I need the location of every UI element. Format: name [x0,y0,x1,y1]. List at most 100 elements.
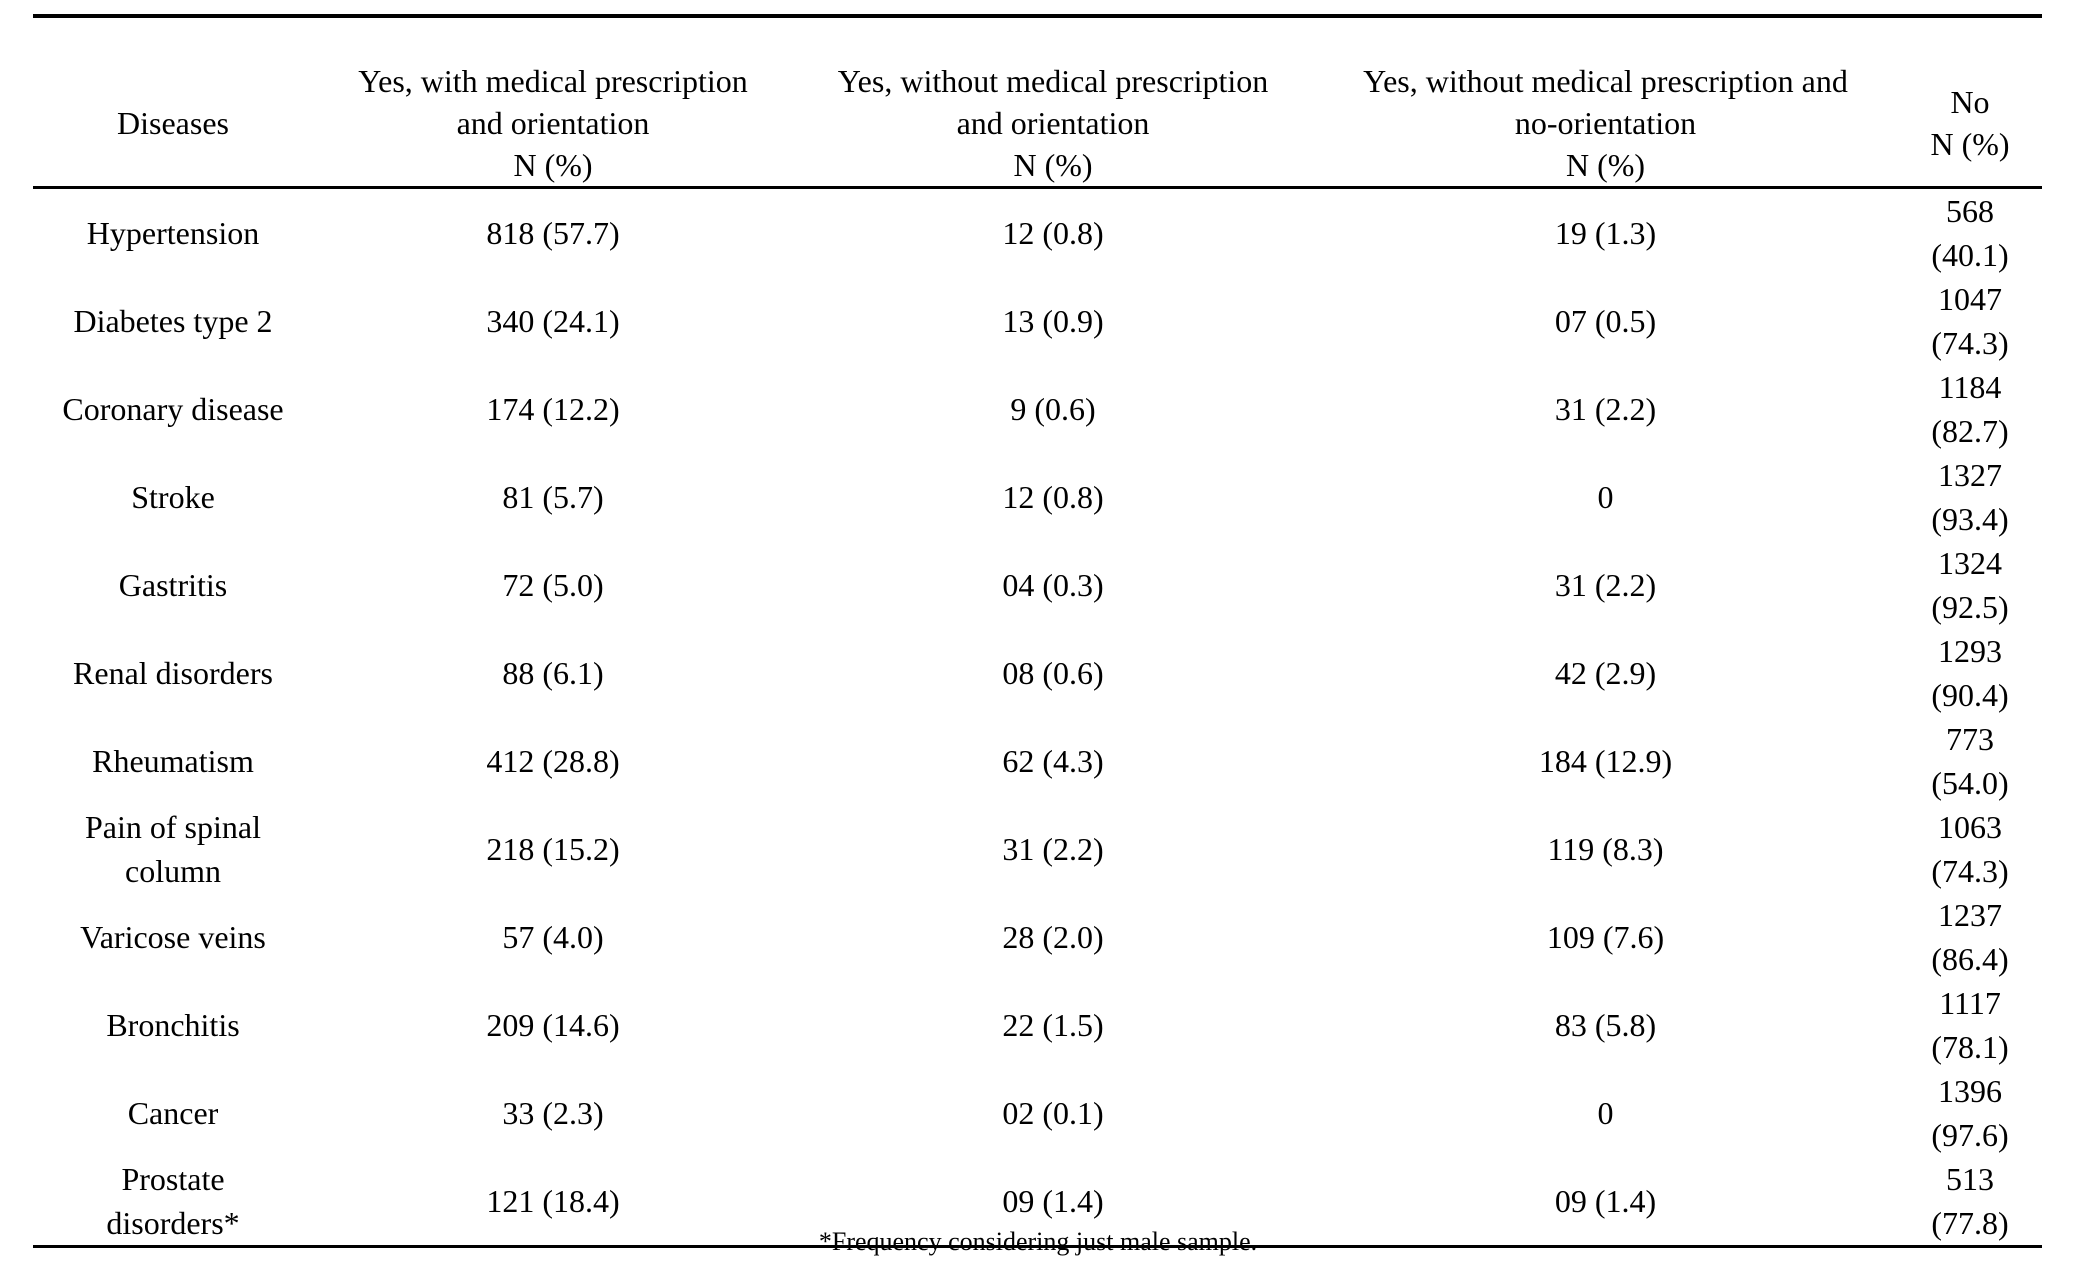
yes-without-prescription-cell: 28 (2.0) [793,893,1313,981]
yes-with-prescription-cell: 33 (2.3) [313,1069,793,1157]
yes-without-prescription-no-orientation-cell: 83 (5.8) [1313,981,1898,1069]
disease-cell: Hypertension [33,188,313,278]
column-header-diseases: Diseases [33,16,313,188]
yes-without-prescription-no-orientation-cell: 31 (2.2) [1313,541,1898,629]
cell-value: 12 (0.8) [1002,215,1104,251]
table-row: Stroke 81 (5.7) 12 (0.8) 0 1327 (93.4) [33,453,2042,541]
cell-value: 12 (0.8) [1002,479,1104,515]
cell-value: 9 (0.6) [1010,391,1096,427]
cell-value: Prostate disorders* [106,1161,240,1241]
cell-value: 31 (2.2) [1554,567,1657,603]
column-header-yes-without-prescription-with-orientation: Yes, without medical prescription and or… [793,16,1313,188]
yes-with-prescription-cell: 340 (24.1) [313,277,793,365]
yes-with-prescription-cell: 209 (14.6) [313,981,793,1069]
cell-value: 773 (54.0) [1931,721,2009,801]
table-row: Prostate disorders* 121 (18.4) 09 (1.4) … [33,1157,2042,1247]
cell-value: 09 (1.4) [1554,1183,1657,1219]
cell-value: Gastritis [118,567,228,603]
column-header-no: No N (%) [1898,16,2042,188]
yes-without-prescription-no-orientation-cell: 19 (1.3) [1313,188,1898,278]
cell-value: 218 (15.2) [486,831,620,867]
cell-value: Renal disorders [73,655,273,691]
table-row: Pain of spinal column 218 (15.2) 31 (2.2… [33,805,2042,893]
yes-without-prescription-cell: 08 (0.6) [793,629,1313,717]
yes-without-prescription-cell: 31 (2.2) [793,805,1313,893]
yes-without-prescription-no-orientation-cell: 119 (8.3) [1313,805,1898,893]
yes-without-prescription-cell: 12 (0.8) [793,188,1313,278]
no-cell: 1063 (74.3) [1898,805,2042,893]
cell-value: Rheumatism [92,743,254,779]
column-header-label: Yes, with medical prescription and orien… [358,63,748,183]
cell-value: 0 [1597,1095,1614,1131]
yes-without-prescription-no-orientation-cell: 184 (12.9) [1313,717,1898,805]
yes-without-prescription-cell: 9 (0.6) [793,365,1313,453]
yes-without-prescription-no-orientation-cell: 109 (7.6) [1313,893,1898,981]
yes-without-prescription-cell: 09 (1.4) [793,1157,1313,1247]
cell-value: 1324 (92.5) [1931,545,2009,625]
no-cell: 513 (77.8) [1898,1157,2042,1247]
disease-cell: Stroke [33,453,313,541]
cell-value: Diabetes type 2 [73,303,273,339]
cell-value: 109 (7.6) [1546,919,1665,955]
table-row: Gastritis 72 (5.0) 04 (0.3) 31 (2.2) 132… [33,541,2042,629]
cell-value: 340 (24.1) [486,303,620,339]
yes-with-prescription-cell: 81 (5.7) [313,453,793,541]
cell-value: 1396 (97.6) [1931,1073,2009,1153]
disease-cell: Cancer [33,1069,313,1157]
cell-value: 72 (5.0) [502,567,604,603]
table-row: Cancer 33 (2.3) 02 (0.1) 0 1396 (97.6) [33,1069,2042,1157]
cell-value: 184 (12.9) [1538,743,1673,779]
cell-value: 1293 (90.4) [1931,633,2009,713]
cell-value: 412 (28.8) [486,743,620,779]
disease-cell: Rheumatism [33,717,313,805]
disease-cell: Varicose veins [33,893,313,981]
cell-value: 31 (2.2) [1002,831,1104,867]
cell-value: 818 (57.7) [486,215,620,251]
column-header-label: Yes, without medical prescription and no… [1363,63,1848,183]
cell-value: 121 (18.4) [486,1183,620,1219]
yes-without-prescription-cell: 04 (0.3) [793,541,1313,629]
yes-with-prescription-cell: 88 (6.1) [313,629,793,717]
no-cell: 1324 (92.5) [1898,541,2042,629]
table-row: Rheumatism 412 (28.8) 62 (4.3) 184 (12.9… [33,717,2042,805]
cell-value: 83 (5.8) [1554,1007,1657,1043]
yes-with-prescription-cell: 218 (15.2) [313,805,793,893]
yes-without-prescription-cell: 13 (0.9) [793,277,1313,365]
cell-value: 1237 (86.4) [1931,897,2009,977]
table-row: Renal disorders 88 (6.1) 08 (0.6) 42 (2.… [33,629,2042,717]
cell-value: 08 (0.6) [1002,655,1104,691]
table-row: Diabetes type 2 340 (24.1) 13 (0.9) 07 (… [33,277,2042,365]
cell-value: 81 (5.7) [502,479,604,515]
yes-without-prescription-cell: 22 (1.5) [793,981,1313,1069]
yes-without-prescription-cell: 62 (4.3) [793,717,1313,805]
yes-with-prescription-cell: 121 (18.4) [313,1157,793,1247]
cell-value: Cancer [127,1095,219,1131]
cell-value: 31 (2.2) [1554,391,1657,427]
cell-value: Hypertension [86,215,260,251]
yes-without-prescription-no-orientation-cell: 07 (0.5) [1313,277,1898,365]
yes-with-prescription-cell: 818 (57.7) [313,188,793,278]
column-header-yes-without-prescription-no-orientation: Yes, without medical prescription and no… [1313,16,1898,188]
header-row: Diseases Yes, with medical prescription … [33,16,2042,188]
no-cell: 1327 (93.4) [1898,453,2042,541]
cell-value: 1047 (74.3) [1931,281,2009,361]
cell-value: Stroke [131,479,215,515]
disease-cell: Bronchitis [33,981,313,1069]
table-body: Hypertension 818 (57.7) 12 (0.8) 19 (1.3… [33,188,2042,1247]
disease-cell: Prostate disorders* [33,1157,313,1247]
cell-value: Coronary disease [62,391,284,427]
diseases-table: Diseases Yes, with medical prescription … [33,14,2042,1248]
cell-value: 209 (14.6) [486,1007,620,1043]
cell-value: 568 (40.1) [1931,193,2009,273]
yes-with-prescription-cell: 72 (5.0) [313,541,793,629]
disease-cell: Renal disorders [33,629,313,717]
table-row: Bronchitis 209 (14.6) 22 (1.5) 83 (5.8) … [33,981,2042,1069]
yes-without-prescription-no-orientation-cell: 09 (1.4) [1313,1157,1898,1247]
cell-value: 13 (0.9) [1002,303,1104,339]
table-row: Hypertension 818 (57.7) 12 (0.8) 19 (1.3… [33,188,2042,278]
cell-value: Pain of spinal column [85,809,261,889]
cell-value: 513 (77.8) [1931,1161,2009,1241]
cell-value: 88 (6.1) [502,655,604,691]
yes-without-prescription-no-orientation-cell: 31 (2.2) [1313,365,1898,453]
